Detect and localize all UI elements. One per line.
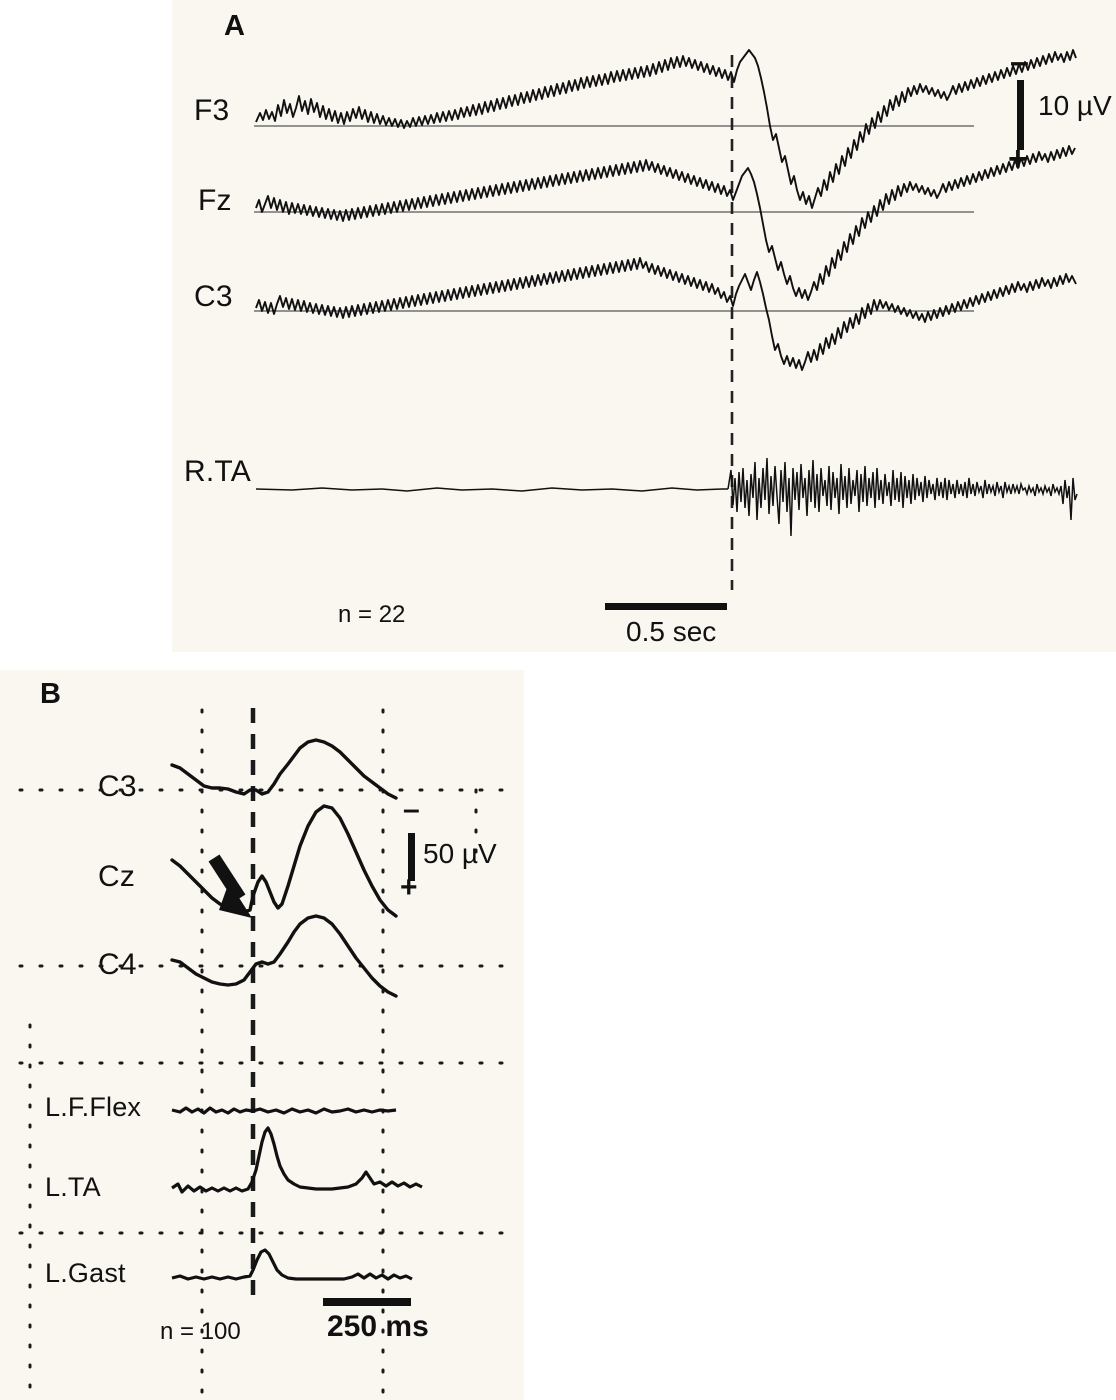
trace-label-cz: Cz [98,860,136,893]
trace-label-f3: F3 [194,94,230,127]
trace-rta-burst [727,457,1078,537]
time-scale-label-a: 0.5 sec [626,616,717,647]
panel-b-traces [18,708,522,1400]
trace-label-c3: C3 [194,280,233,313]
trace-cz [170,804,398,918]
time-scale-bar-b [323,1298,411,1306]
polarity-negative-a: – [1010,43,1029,81]
trace-c3-b [170,738,398,800]
panel-a: A F3 Fz C3 R.TA – + 10 µV 0.5 sec n = 22 [172,0,1116,652]
trace-label-c3-b: C3 [98,770,137,803]
trace-rta [255,487,728,492]
time-scale-label-b: 250 ms [327,1310,429,1343]
polarity-positive-b: + [400,871,418,904]
panel-b-letter: B [40,678,61,710]
amplitude-scale-label-b: 50 µV [423,838,497,869]
amplitude-scale-label-a: 10 µV [1038,90,1112,121]
polarity-negative-b: – [403,793,420,826]
trace-lta [171,1126,423,1194]
trace-label-c4: C4 [98,948,137,981]
trace-lfflex [171,1106,397,1115]
n-label-a: n = 22 [338,601,406,628]
amplitude-scale-bar-a [1017,80,1024,150]
polarity-positive-a: + [1008,140,1028,178]
time-scale-bar-a [605,603,727,610]
trace-label-lta: L.TA [45,1172,101,1202]
panel-a-letter: A [224,10,245,42]
trace-label-fz: Fz [198,184,232,217]
trace-lgast [171,1248,413,1281]
grid-vertical [28,708,478,1400]
amplitude-scale-bar-b [408,833,415,881]
n-label-b: n = 100 [160,1318,241,1345]
trace-f3 [255,49,1077,209]
trace-label-lfflex: L.F.Flex [45,1092,142,1122]
trace-fz [255,145,1076,301]
trace-c3-a [255,257,1077,371]
trace-label-lgast: L.Gast [45,1258,126,1288]
annotation-arrow-icon [208,854,252,918]
grid-horizontal [18,788,522,1235]
trace-label-rta: R.TA [184,455,251,488]
panel-b: B C3 Cz C4 L.F.Flex L.TA L.Gast [0,670,524,1400]
panel-a-traces [254,49,1078,590]
trace-c4 [170,914,398,998]
